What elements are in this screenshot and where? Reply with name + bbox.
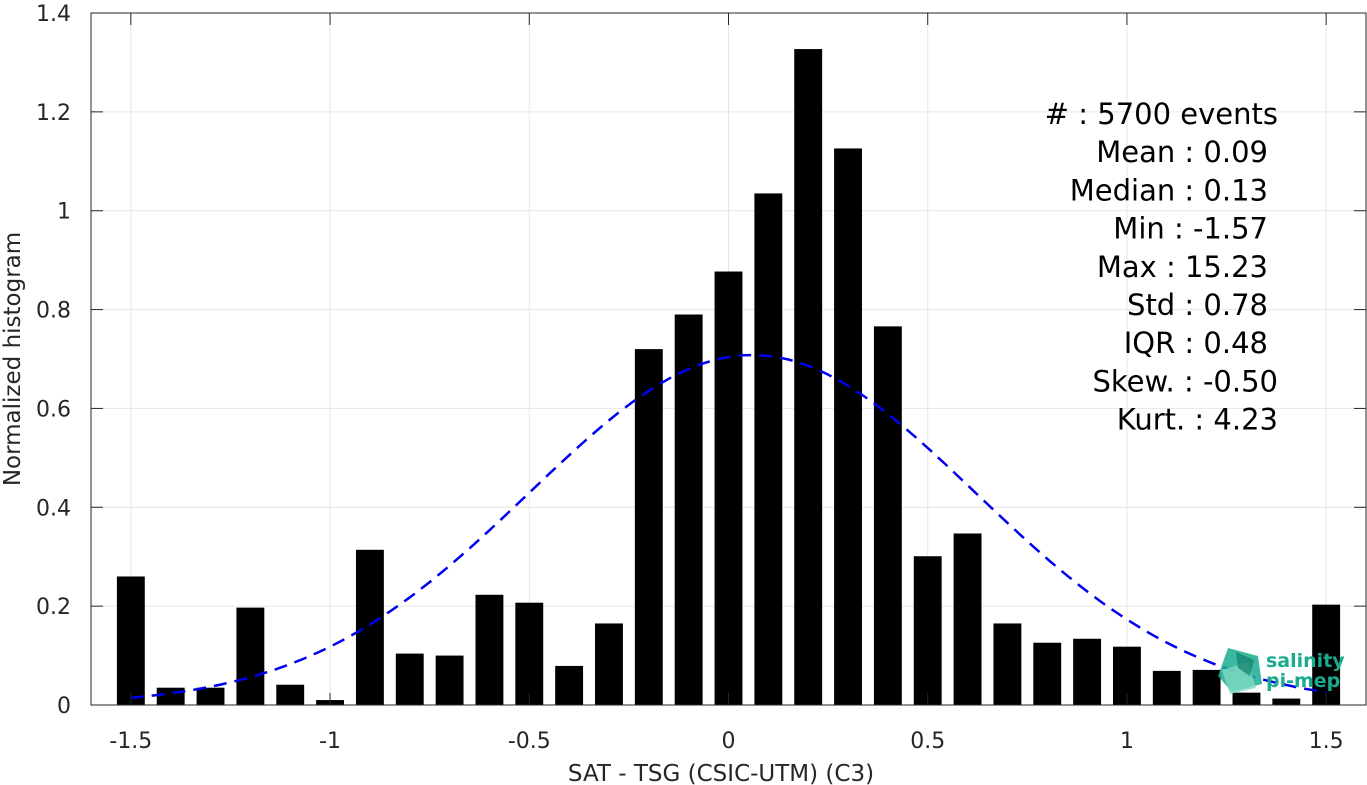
histogram-bar	[1073, 638, 1102, 705]
x-tick-label: -1	[319, 729, 341, 754]
histogram-bar	[1232, 692, 1261, 705]
x-tick-label: 0.5	[910, 729, 945, 754]
histogram-bar	[196, 687, 225, 705]
stat-line: IQR : 0.48	[1124, 326, 1268, 360]
histogram-bar	[236, 607, 265, 705]
histogram-bar	[873, 326, 902, 705]
histogram-bar	[634, 349, 663, 705]
histogram-bar	[1033, 642, 1062, 705]
stat-line: Mean : 0.09	[1096, 135, 1268, 169]
histogram-bar	[1152, 670, 1181, 705]
histogram-bar	[993, 623, 1022, 705]
histogram-bar	[1312, 604, 1341, 705]
histogram-bar	[913, 556, 942, 705]
histogram-bar	[555, 665, 584, 705]
y-tick-labels: 0 0.2 0.4 0.6 0.8 1 1.2 1.4	[36, 2, 71, 719]
histogram-bar	[1192, 669, 1221, 705]
x-axis-label: SAT - TSG (CSIC-UTM) (C3)	[568, 761, 874, 785]
y-tick-label: 1.2	[36, 101, 71, 126]
y-tick-label: 0.8	[36, 299, 71, 324]
x-tick-labels: -1.5 -1 -0.5 0 0.5 1 1.5	[109, 729, 1343, 754]
statistics-box: # : 5700 events Mean : 0.09 Median : 0.13 M…	[1045, 97, 1278, 437]
histogram-bar	[435, 655, 464, 705]
stat-line: # : 5700 events	[1045, 97, 1278, 131]
x-tick-label: -0.5	[508, 729, 551, 754]
histogram-bar	[475, 594, 504, 705]
histogram-bar	[156, 687, 185, 705]
salinity-pimep-logo: salinity pi-mep	[1218, 648, 1345, 694]
histogram-bar	[276, 684, 305, 705]
stat-line: Std : 0.78	[1127, 288, 1268, 322]
histogram-bar	[116, 576, 145, 705]
stat-line: Kurt. : 4.23	[1117, 403, 1278, 437]
stat-line: Min : -1.57	[1113, 212, 1268, 246]
y-tick-label: 1	[57, 200, 71, 225]
histogram-bar	[794, 49, 823, 705]
axis-ticks	[91, 12, 1366, 706]
x-tick-label: 1	[1120, 729, 1134, 754]
x-tick-label: 1.5	[1309, 729, 1344, 754]
histogram-bar	[1272, 698, 1301, 705]
y-tick-label: 1.4	[36, 2, 71, 27]
y-tick-label: 0.2	[36, 595, 71, 620]
logo-text-line1: salinity	[1266, 650, 1345, 672]
histogram-bar	[953, 533, 982, 705]
histogram-bar	[834, 148, 862, 706]
normal-fit-curve	[130, 353, 1327, 700]
logo-text-line2: pi-mep	[1266, 670, 1340, 692]
histogram-bars	[116, 49, 1341, 706]
histogram-bar	[395, 653, 424, 705]
x-tick-label: 0	[722, 729, 736, 754]
stat-line: Max : 15.23	[1097, 250, 1268, 284]
histogram-bar	[674, 314, 703, 705]
histogram-bar	[595, 623, 623, 705]
histogram-bar	[515, 602, 544, 705]
logo-mark-icon	[1218, 648, 1262, 694]
histogram-bar	[754, 193, 783, 705]
histogram-bar	[714, 271, 743, 705]
stat-line: Skew. : -0.50	[1092, 364, 1278, 398]
x-tick-label: -1.5	[109, 729, 152, 754]
y-tick-label: 0.4	[36, 496, 71, 521]
y-tick-label: 0.6	[36, 397, 71, 422]
y-tick-label: 0	[57, 694, 71, 719]
histogram-bar	[355, 549, 384, 705]
y-axis-label: Normalized histogram	[0, 232, 26, 486]
stat-line: Median : 0.13	[1070, 173, 1268, 207]
